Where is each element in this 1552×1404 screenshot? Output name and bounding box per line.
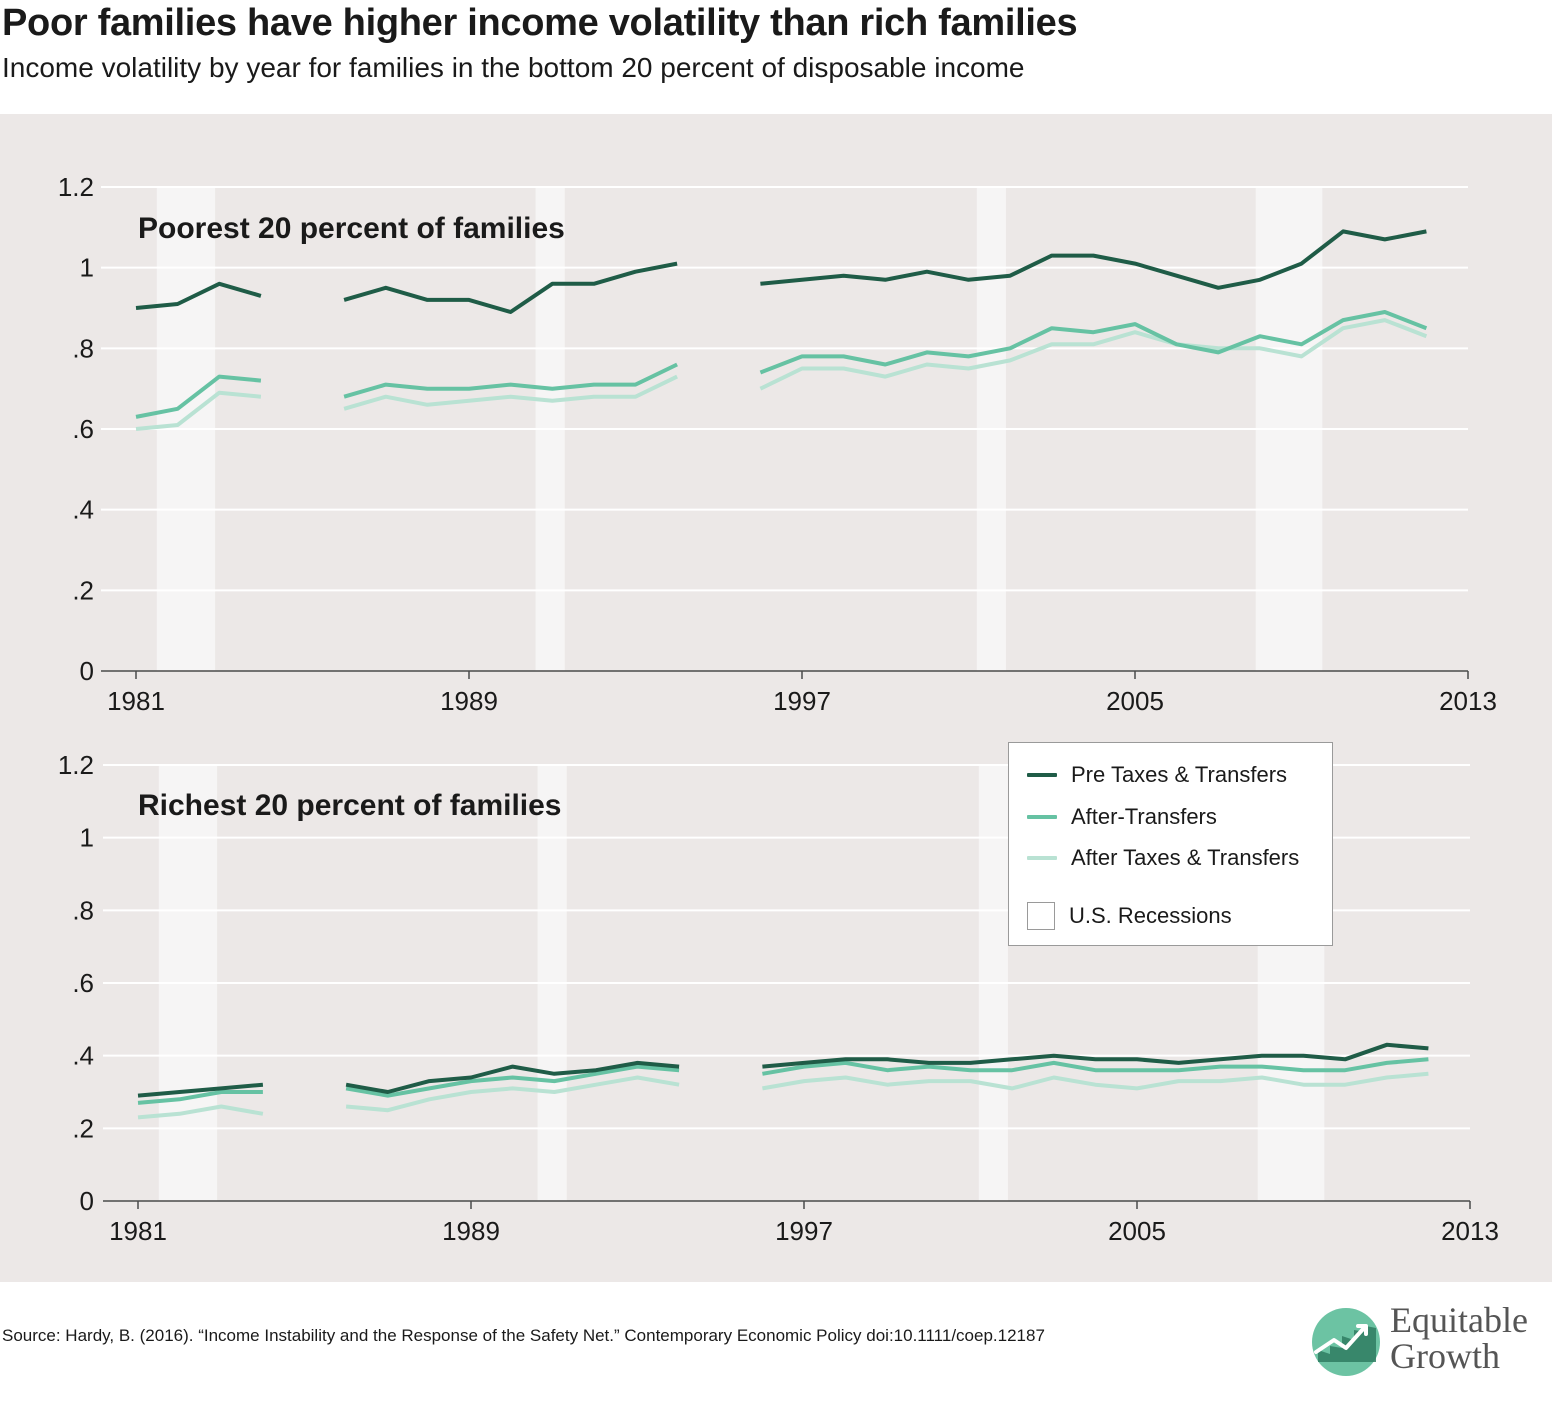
series-line (759, 310, 1428, 375)
x-tick-label: 1981 (109, 1216, 167, 1246)
y-tick-label: .4 (72, 495, 94, 525)
series-line (135, 281, 262, 310)
equitable-growth-logo: Equitable Growth (1310, 1302, 1550, 1382)
x-tick-label: 2005 (1108, 1216, 1166, 1246)
series-line (343, 261, 678, 314)
series-line (345, 1064, 680, 1098)
x-tick-label: 1989 (442, 1216, 500, 1246)
legend-swatch-after-transfers (1027, 815, 1057, 819)
logo-line-1: Equitable (1390, 1300, 1528, 1340)
y-tick-label: .4 (72, 1041, 94, 1071)
x-tick-label: 2013 (1439, 686, 1497, 716)
y-tick-label: .8 (72, 895, 94, 925)
y-tick-label: 1.2 (58, 172, 94, 202)
logo-line-2: Growth (1390, 1336, 1500, 1376)
panel-title: Poorest 20 percent of families (138, 212, 565, 245)
series-line (762, 1071, 1429, 1091)
series-line (345, 1075, 680, 1113)
series-line (760, 229, 1427, 290)
x-tick-label: 1989 (440, 686, 498, 716)
series-line (137, 1082, 264, 1098)
legend-swatch-pre (1027, 773, 1057, 777)
x-tick-label: 1997 (773, 686, 831, 716)
series-line (137, 1090, 263, 1105)
source-note: Source: Hardy, B. (2016). “Income Instab… (2, 1326, 1045, 1345)
legend-item-after-transfers: After-Transfers (1027, 802, 1217, 832)
series-line (135, 390, 262, 431)
panel-title: Richest 20 percent of families (138, 789, 562, 822)
y-tick-label: .8 (72, 333, 94, 363)
legend-swatch-recessions (1027, 902, 1055, 930)
legend-item-pre: Pre Taxes & Transfers (1027, 760, 1287, 790)
y-tick-label: 1.2 (58, 750, 94, 780)
logo-mark-icon (1312, 1308, 1380, 1376)
x-tick-label: 2005 (1106, 686, 1164, 716)
y-tick-label: 0 (80, 1186, 94, 1216)
chart-title: Poor families have higher income volatil… (2, 2, 1078, 44)
x-tick-label: 1997 (775, 1216, 833, 1246)
x-tick-label: 1981 (107, 686, 165, 716)
series-line (343, 374, 678, 411)
legend-swatch-after-taxes (1027, 856, 1057, 860)
legend: Pre Taxes & Transfers After-Transfers Af… (1008, 742, 1333, 946)
y-tick-label: .6 (72, 414, 94, 444)
legend-label-pre: Pre Taxes & Transfers (1071, 762, 1288, 787)
legend-item-recessions: U.S. Recessions (1027, 901, 1232, 931)
y-tick-label: .2 (72, 575, 94, 605)
y-tick-label: 1 (80, 253, 94, 283)
y-tick-label: 1 (80, 823, 94, 853)
series-line (137, 1104, 264, 1120)
chart-subtitle: Income volatility by year for families i… (2, 52, 1025, 83)
series-line (345, 1060, 680, 1094)
series-line (762, 1042, 1429, 1069)
series-line (135, 374, 262, 419)
series-line (759, 318, 1428, 391)
y-tick-label: .6 (72, 968, 94, 998)
series-line (343, 362, 678, 399)
y-tick-label: .2 (72, 1113, 94, 1143)
legend-item-after-taxes: After Taxes & Transfers (1027, 843, 1299, 873)
x-tick-label: 2013 (1441, 1216, 1499, 1246)
y-tick-label: 0 (80, 656, 94, 686)
legend-label-after-taxes: After Taxes & Transfers (1071, 845, 1300, 870)
logo-wordmark: Equitable Growth (1390, 1302, 1528, 1374)
legend-label-recessions: U.S. Recessions (1069, 903, 1232, 928)
legend-label-after-transfers: After-Transfers (1071, 804, 1217, 829)
series-line (762, 1057, 1429, 1076)
